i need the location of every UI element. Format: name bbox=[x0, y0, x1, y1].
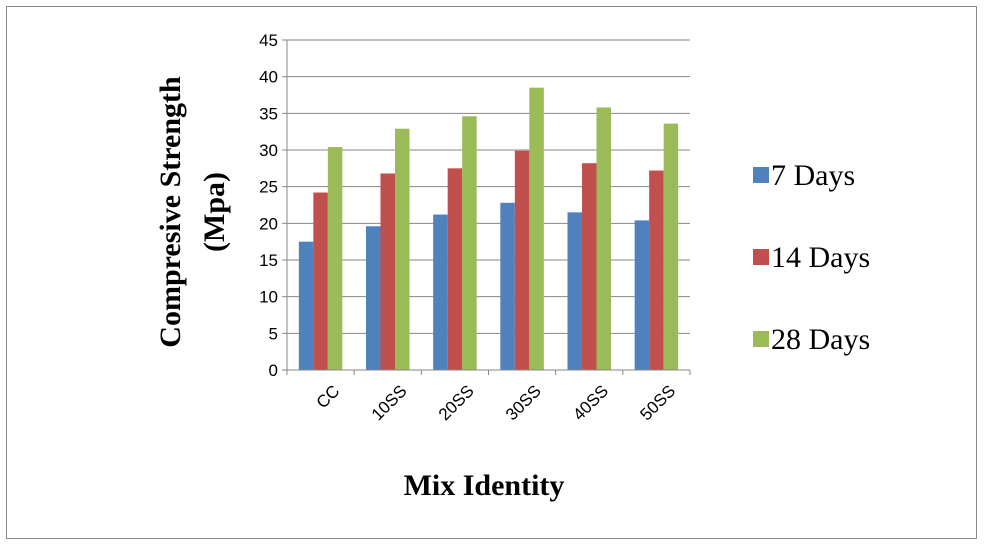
legend-swatch bbox=[753, 331, 769, 347]
x-tick-labels: CC 10SS 20SS 30SS 40SS 50SS bbox=[313, 381, 680, 424]
x-tick-label: 50SS bbox=[636, 381, 679, 424]
x-tick-label: 30SS bbox=[502, 381, 545, 424]
bar-28-days-30ss bbox=[529, 87, 544, 371]
y-tick-label: 35 bbox=[259, 104, 278, 123]
x-tick-label: 40SS bbox=[569, 381, 612, 424]
bar-7-days-cc bbox=[298, 241, 314, 370]
bar-7-days-30ss bbox=[500, 202, 515, 370]
y-tick-label: 15 bbox=[259, 251, 278, 270]
chart-frame bbox=[6, 6, 977, 539]
x-tick-label: 10SS bbox=[368, 381, 411, 424]
bar-14-days-50ss bbox=[649, 170, 664, 370]
bar-7-days-10ss bbox=[366, 226, 381, 370]
bar-14-days-20ss bbox=[447, 168, 463, 370]
gridlines bbox=[287, 39, 690, 334]
axes bbox=[282, 39, 691, 375]
bar-7-days-20ss bbox=[433, 214, 448, 370]
y-tick-label: 20 bbox=[259, 214, 278, 233]
y-tick-label: 40 bbox=[259, 68, 278, 87]
y-tick-label: 25 bbox=[259, 178, 278, 197]
legend-label: 28 Days bbox=[771, 323, 870, 356]
y-tick-label: 0 bbox=[269, 361, 278, 380]
y-tick-label: 30 bbox=[259, 141, 278, 160]
bar-28-days-50ss bbox=[663, 123, 679, 370]
legend-swatch bbox=[753, 167, 769, 183]
x-axis-title: Mix Identity bbox=[404, 469, 565, 502]
legend: 7 Days 14 Days 28 Days bbox=[753, 159, 870, 356]
bar-28-days-20ss bbox=[462, 116, 477, 371]
bar-14-days-30ss bbox=[514, 150, 530, 370]
bar-7-days-50ss bbox=[634, 220, 650, 370]
x-tick-label: CC bbox=[313, 381, 344, 412]
legend-item-7-days: 7 Days bbox=[753, 159, 855, 192]
bar-28-days-40ss bbox=[596, 107, 611, 370]
legend-swatch bbox=[753, 249, 769, 265]
legend-label: 14 Days bbox=[771, 241, 870, 274]
bar-14-days-40ss bbox=[582, 163, 597, 370]
y-axis-title: Compresive Strength (Mpa) bbox=[154, 76, 231, 348]
y-tick-label: 5 bbox=[269, 324, 278, 343]
legend-label: 7 Days bbox=[771, 159, 855, 192]
y-tick-labels: 0 5 10 15 20 25 30 35 40 45 bbox=[259, 31, 278, 380]
y-axis-title-line-1: Compresive Strength bbox=[154, 76, 187, 348]
bar-14-days-10ss bbox=[380, 173, 395, 370]
bar-28-days-10ss bbox=[395, 128, 410, 370]
legend-item-14-days: 14 Days bbox=[753, 241, 870, 274]
bar-7-days-40ss bbox=[567, 212, 582, 370]
y-tick-label: 45 bbox=[259, 31, 278, 50]
y-tick-label: 10 bbox=[259, 288, 278, 307]
bar-14-days-cc bbox=[313, 192, 328, 370]
legend-item-28-days: 28 Days bbox=[753, 323, 870, 356]
bar-28-days-cc bbox=[327, 147, 343, 370]
bars bbox=[298, 87, 679, 371]
y-axis-title-line-2: (Mpa) bbox=[198, 172, 231, 252]
x-tick-label: 20SS bbox=[435, 381, 478, 424]
